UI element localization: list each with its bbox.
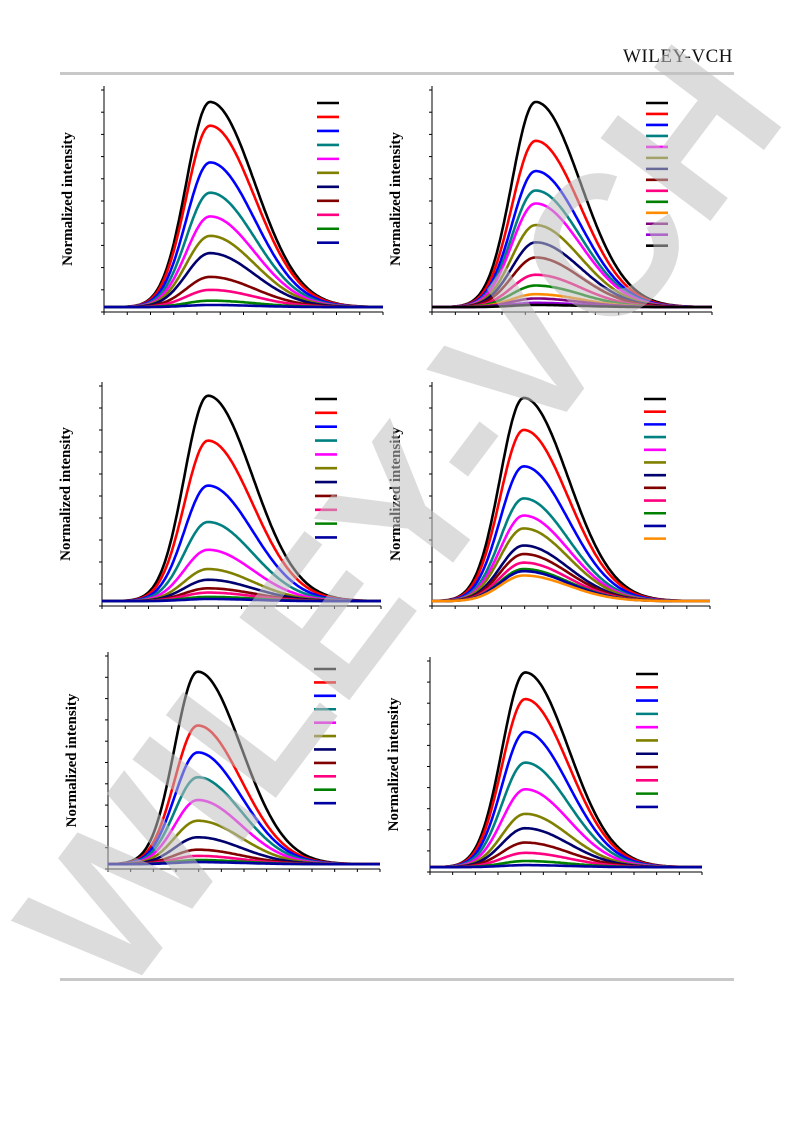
series-line-11 [102,597,381,603]
y-axis-label: Normalized intensity [60,132,76,266]
chart-panel-2: Normalized intensity [388,86,713,315]
y-axis-label: Normalized intensity [58,427,74,561]
series-line-6 [432,223,712,309]
series-line-12 [432,574,710,603]
series-line-3 [432,169,712,309]
y-axis-label: Normalized intensity [64,693,80,827]
series-line-6 [104,234,383,309]
footer-rule [60,978,734,981]
publisher-logo: WILEY-VCH [622,46,733,67]
series-line-11 [430,863,702,869]
chart-panel-5: Normalized intensity [64,652,381,872]
series-line-4 [104,191,383,309]
y-axis-label: Normalized intensity [386,697,402,831]
chart-panel-4: Normalized intensity [388,382,711,609]
header-rule [60,72,734,75]
series-line-11 [108,860,380,866]
series-line-1 [430,671,702,869]
series-line-1 [432,100,712,309]
series-line-1 [107,670,380,866]
chart-panel-3: Normalized intensity [58,382,382,609]
series-line-14 [432,303,712,309]
chart-panel-6: Normalized intensity [386,657,703,875]
chart-panel-1: Normalized intensity [60,86,384,315]
y-axis-label: Normalized intensity [388,427,404,561]
series-line-7 [104,251,383,309]
series-line-11 [104,303,383,309]
series-line-1 [104,100,383,309]
y-axis-label: Normalized intensity [388,132,404,266]
series-line-1 [102,394,381,603]
